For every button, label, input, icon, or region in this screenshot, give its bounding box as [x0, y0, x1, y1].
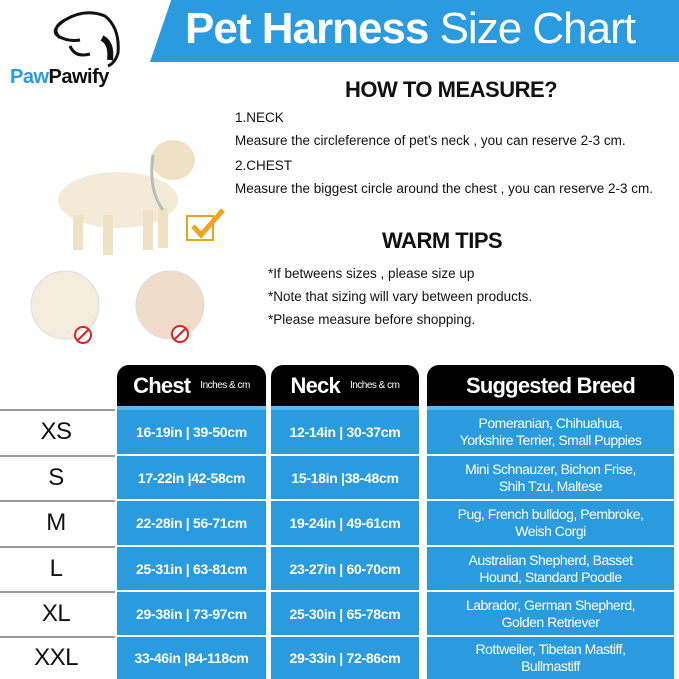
- chest-cell: 16-19in | 39-50cm: [117, 410, 266, 454]
- chest-cell: 33-46in |84-118cm: [117, 637, 266, 679]
- size-label: XXL: [34, 644, 78, 671]
- checkmark-icon: [186, 208, 225, 241]
- chest-cell: 25-31in | 63-81cm: [117, 547, 266, 590]
- breed-cell: Pomeranian, Chihuahua, Yorkshire Terrier…: [427, 410, 674, 454]
- how-to-measure-heading: HOW TO MEASURE?: [345, 77, 558, 102]
- dog-closeup-chest: [135, 270, 205, 343]
- row-divider: [0, 546, 115, 548]
- neck-cell: 29-33in | 72-86cm: [271, 637, 419, 679]
- warm-tips-heading: WARM TIPS: [382, 228, 503, 253]
- dog-closeup-neck: [30, 270, 100, 344]
- page-title: Pet Harness Size Chart: [185, 4, 675, 54]
- tip: *If betweens sizes , please size up: [268, 266, 475, 281]
- neck-cell: 23-27in | 60-70cm: [271, 547, 419, 590]
- row-divider: [0, 591, 115, 593]
- chest-instructions: Measure the biggest circle around the ch…: [235, 181, 653, 196]
- neck-cell: 12-14in | 30-37cm: [271, 410, 419, 454]
- breed-header: Suggested Breed: [427, 365, 674, 410]
- chest-header: Chest Inches & cm: [117, 365, 266, 410]
- neck-header-label: Neck: [290, 372, 341, 398]
- breed-cell: Pug, French bulldog, Pembroke, Weish Cor…: [427, 501, 674, 545]
- dog-photo: [58, 140, 195, 255]
- neck-instructions: Measure the circleference of pet’s neck …: [235, 133, 626, 148]
- neck-header: Neck Inches & cm: [271, 365, 419, 410]
- breed-cell: Mini Schnauzer, Bichon Frise, Shih Tzu, …: [427, 456, 674, 499]
- tip: *Please measure before shopping.: [268, 312, 476, 327]
- breed-cell: Rottweiler, Tibetan Mastiff, Bullmastiff: [427, 637, 674, 679]
- row-divider: [0, 636, 115, 638]
- tip: *Note that sizing will vary between prod…: [268, 289, 533, 304]
- dog-logo-icon: [53, 11, 120, 68]
- title-light: Size Chart: [428, 4, 636, 53]
- breed-header-label: Suggested Breed: [466, 372, 636, 398]
- title-bold: Pet Harness: [185, 4, 429, 53]
- title-banner: [150, 0, 679, 62]
- size-label: M: [46, 509, 66, 536]
- size-label: XL: [41, 599, 71, 627]
- row-divider: [0, 409, 115, 411]
- row-divider: [0, 500, 115, 502]
- row-divider: [0, 455, 115, 457]
- chest-header-label: Chest: [133, 372, 191, 398]
- breed-cell: Labrador, German Shepherd, Golden Retrie…: [427, 592, 674, 635]
- neck-unit: Inches & cm: [349, 380, 400, 391]
- chest-cell: 17-22in |42-58cm: [117, 456, 266, 499]
- neck-cell: 15-18in |38-48cm: [271, 456, 419, 499]
- neck-label: 1.NECK: [235, 110, 284, 125]
- size-label: S: [48, 463, 64, 491]
- brand-part2: Pawify: [48, 66, 110, 88]
- chest-cell: 22-28in | 56-71cm: [117, 501, 266, 545]
- brand-logo: PawPawify: [10, 66, 109, 89]
- size-label: XS: [40, 418, 72, 445]
- chest-label: 2.CHEST: [235, 158, 293, 173]
- neck-cell: 25-30in | 65-78cm: [271, 592, 419, 635]
- brand-part1: Paw: [10, 66, 49, 88]
- neck-cell: 19-24in | 49-61cm: [271, 501, 419, 545]
- size-label: L: [49, 554, 63, 582]
- breed-cell: Australian Shepherd, Basset Hound, Stand…: [427, 547, 674, 590]
- chest-cell: 29-38in | 73-97cm: [117, 592, 266, 635]
- chest-unit: Inches & cm: [200, 380, 250, 391]
